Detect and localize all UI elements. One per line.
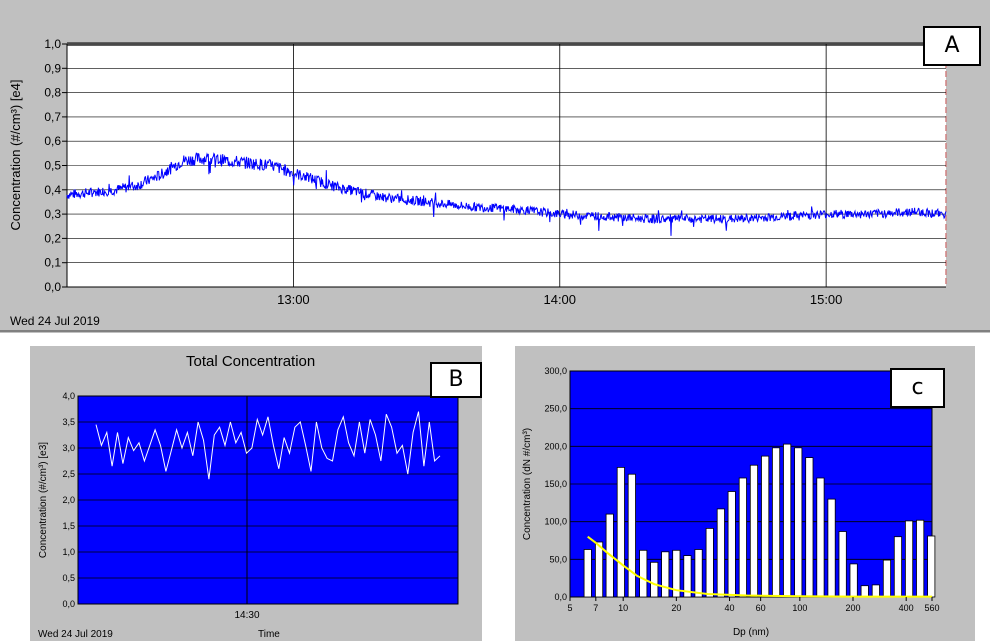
chart-c-xtick-label: 400 (899, 603, 914, 613)
chart-c-xtick-label: 5 (567, 603, 572, 613)
chart-c-bar (827, 498, 836, 598)
chart-b-ytick-label: 3,0 (62, 443, 75, 453)
chart-b-ylabel: Concentration (#/cm³) [e3] (38, 442, 49, 558)
chart-a-ylabel: Concentration (#/cm³) [e4] (8, 79, 23, 230)
chart-a-ytick-label: 0,9 (44, 61, 61, 75)
chart-a-ytick-label: 0,2 (44, 231, 61, 245)
chart-b-ytick-label: 0,5 (62, 573, 75, 583)
chart-a-ytick-label: 0,0 (44, 280, 61, 294)
chart-a-ytick-label: 0,6 (44, 134, 61, 148)
chart-c-bar (627, 473, 636, 598)
chart-a-ytick-label: 1,0 (44, 37, 61, 51)
chart-b-ytick-label: 0,0 (62, 599, 75, 609)
chart-c-bar (761, 455, 770, 598)
chart-c-xlabel: Dp (nm) (733, 627, 769, 638)
chart-c-bar (639, 549, 648, 598)
chart-b-ytick-label: 1,0 (62, 547, 75, 557)
chart-c-bar (771, 447, 781, 598)
chart-a-xtick-label: 15:00 (810, 292, 843, 307)
chart-c-bar (916, 519, 925, 598)
chart-c-xtick-label: 10 (618, 603, 628, 613)
chart-c-xtick-label: 560 (924, 603, 939, 613)
chart-c-ytick-label: 50,0 (549, 554, 567, 564)
chart-a-xtick-label: 14:00 (543, 292, 576, 307)
chart-c-bar (749, 464, 759, 598)
chart-a-series-line (66, 152, 947, 236)
chart-c-bar (882, 559, 891, 598)
chart-a-ytick-label: 0,8 (44, 86, 61, 100)
chart-c-bar (694, 549, 703, 598)
chart-c-ytick-label: 250,0 (544, 404, 567, 414)
panel-c-size-distribution: 0,0 50,0 100,0 150,0 200,0 250,0 300,0 5 7 10 20 4… (515, 346, 975, 641)
chart-c-xtick-label: 60 (756, 603, 766, 613)
chart-b-date-label: Wed 24 Jul 2019 (38, 629, 113, 640)
chart-c-bar (893, 536, 902, 598)
chart-c: 0,0 50,0 100,0 150,0 200,0 250,0 300,0 5 7 10 20 4… (522, 366, 940, 638)
chart-a-ytick-label: 0,4 (44, 183, 61, 197)
chart-b-series-line (95, 411, 441, 480)
panel-a-concentration-timeseries: 0,0 0,1 0,2 0,3 0,4 0,5 0,6 0,7 0,8 0,9 1,0 13:00 1… (0, 0, 990, 333)
chart-b-title: Total Concentration (186, 353, 316, 370)
chart-c-ytick-label: 150,0 (544, 479, 567, 489)
panel-b-total-concentration: 0,0 0,5 1,0 1,5 2,0 2,5 3,0 3,5 4,0 14:30 Concen… (30, 346, 482, 641)
chart-c-fit-curve (587, 535, 932, 598)
chart-b-ytick-label: 2,5 (62, 469, 75, 479)
chart-c-xtick-label: 20 (671, 603, 681, 613)
chart-a: 0,0 0,1 0,2 0,3 0,4 0,5 0,6 0,7 0,8 0,9 1,0 13:00 1… (0, 37, 990, 332)
chart-c-ytick-label: 100,0 (544, 517, 567, 527)
chart-c-xtick-label: 200 (845, 603, 860, 613)
chart-c-xtick-label: 40 (725, 603, 735, 613)
chart-b-xtick-label: 14:30 (234, 610, 259, 621)
chart-c-bar (838, 531, 847, 598)
chart-c-bar (583, 549, 592, 598)
chart-c-xtick-label: 100 (792, 603, 807, 613)
chart-c-bar (683, 555, 692, 598)
chart-c-bar (816, 477, 825, 598)
chart-c-bar (794, 447, 803, 598)
chart-b-ytick-label: 3,5 (62, 417, 75, 427)
chart-c-bar (716, 508, 725, 598)
chart-c-ytick-label: 0,0 (554, 592, 567, 602)
panel-label-c: c (890, 368, 945, 408)
panel-label-a: A (923, 26, 981, 66)
chart-b-ytick-label: 2,0 (62, 495, 75, 505)
chart-b-ytick-label: 4,0 (62, 391, 75, 401)
chart-a-ytick-label: 0,3 (44, 207, 61, 221)
chart-b-ytick-label: 1,5 (62, 521, 75, 531)
chart-c-bar (650, 561, 659, 598)
chart-c-bar (783, 443, 792, 598)
chart-a-xtick-label: 13:00 (277, 292, 310, 307)
chart-c-ytick-label: 300,0 (544, 366, 567, 376)
chart-b: 0,0 0,5 1,0 1,5 2,0 2,5 3,0 3,5 4,0 14:30 Concen… (38, 391, 459, 621)
chart-a-date-label: Wed 24 Jul 2019 (10, 314, 100, 328)
chart-c-bar (927, 535, 936, 598)
chart-c-ytick-label: 200,0 (544, 441, 567, 451)
chart-c-bar (849, 563, 858, 598)
chart-c-bar (727, 491, 736, 598)
chart-a-ytick-label: 0,7 (44, 110, 61, 124)
panel-label-b: B (430, 362, 482, 398)
chart-a-ytick-label: 0,5 (44, 159, 61, 173)
chart-c-bar (595, 541, 604, 598)
chart-b-xlabel: Time (258, 629, 280, 640)
chart-a-ytick-label: 0,1 (44, 256, 61, 270)
chart-c-bar (738, 477, 747, 598)
chart-c-bar (871, 584, 880, 598)
chart-c-bar (904, 520, 914, 598)
chart-c-bar (805, 457, 814, 598)
chart-c-ylabel: Concentration (dN #/cm³) (522, 428, 533, 540)
chart-c-xtick-label: 7 (593, 603, 598, 613)
chart-c-bar (661, 551, 670, 598)
chart-c-bar (705, 527, 714, 598)
chart-c-bar (860, 585, 869, 598)
chart-c-bar (616, 467, 625, 598)
